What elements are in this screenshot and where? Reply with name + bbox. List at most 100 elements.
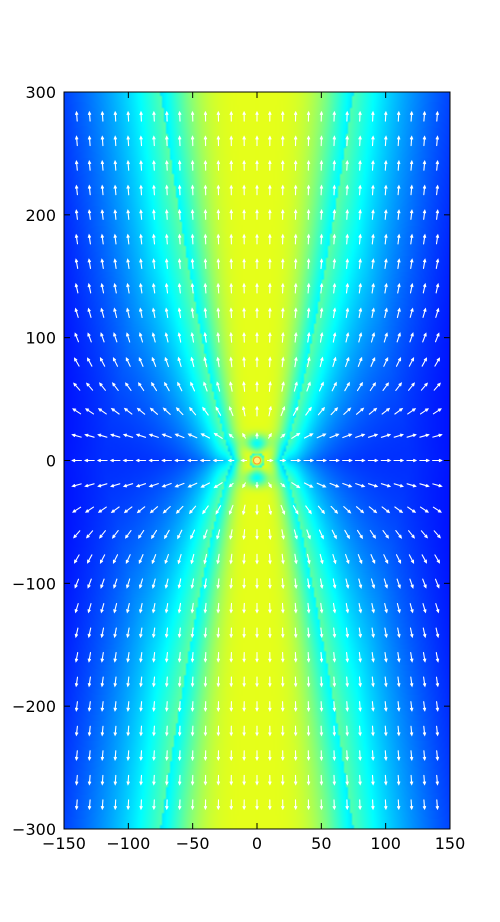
quiver-arrow bbox=[242, 159, 246, 171]
quiver-arrow bbox=[294, 651, 298, 663]
quiver-arrow bbox=[177, 602, 182, 614]
quiver-arrow bbox=[370, 332, 376, 343]
quiver-arrow bbox=[87, 603, 92, 614]
quiver-arrow bbox=[434, 332, 440, 343]
quiver-arrow bbox=[434, 578, 440, 589]
quiver-arrow bbox=[332, 701, 337, 712]
quiver-arrow bbox=[344, 529, 350, 540]
quiver-arrow bbox=[432, 458, 443, 463]
quiver-arrow bbox=[229, 553, 233, 565]
quiver-arrow bbox=[358, 701, 362, 713]
quiver-arrow bbox=[420, 382, 429, 391]
quiver-arrow bbox=[306, 627, 311, 639]
quiver-arrow bbox=[397, 233, 401, 245]
quiver-arrow bbox=[87, 774, 92, 786]
quiver-layer bbox=[71, 110, 443, 811]
quiver-arrow bbox=[100, 701, 105, 712]
quiver-arrow bbox=[139, 750, 143, 762]
quiver-arrow bbox=[126, 701, 130, 712]
quiver-arrow bbox=[126, 258, 130, 269]
quiver-arrow bbox=[71, 483, 82, 488]
quiver-arrow bbox=[281, 307, 285, 319]
quiver-arrow bbox=[177, 676, 182, 688]
quiver-arrow bbox=[332, 233, 337, 245]
quiver-arrow bbox=[113, 282, 117, 294]
quiver-arrow bbox=[203, 331, 207, 343]
quiver-arrow bbox=[165, 725, 169, 737]
quiver-arrow bbox=[268, 405, 272, 417]
quiver-arrow bbox=[73, 530, 81, 539]
quiver-arrow bbox=[74, 258, 79, 269]
quiver-arrow bbox=[409, 135, 414, 147]
quiver-arrow bbox=[255, 405, 259, 417]
quiver-arrow bbox=[139, 159, 143, 171]
quiver-arrow bbox=[420, 530, 429, 539]
quiver-arrow bbox=[396, 578, 401, 589]
quiver-arrow bbox=[303, 433, 314, 439]
quiver-arrow bbox=[242, 110, 246, 122]
quiver-arrow bbox=[383, 578, 388, 589]
quiver-arrow bbox=[345, 553, 350, 565]
quiver-arrow bbox=[164, 553, 169, 565]
quiver-arrow bbox=[406, 458, 418, 463]
quiver-arrow bbox=[345, 652, 349, 663]
quiver-arrow bbox=[384, 258, 388, 269]
quiver-arrow bbox=[355, 433, 366, 438]
quiver-arrow bbox=[330, 407, 339, 416]
quiver-arrow bbox=[358, 208, 362, 220]
quiver-arrow bbox=[293, 209, 298, 220]
quiver-arrow bbox=[190, 135, 195, 147]
quiver-arrow bbox=[358, 332, 363, 343]
quiver-arrow bbox=[255, 381, 259, 392]
quiver-arrow bbox=[268, 725, 272, 737]
quiver-arrow bbox=[190, 602, 195, 614]
quiver-arrow bbox=[190, 701, 195, 712]
quiver-arrow bbox=[110, 433, 121, 438]
quiver-arrow bbox=[126, 676, 130, 688]
quiver-arrow bbox=[280, 406, 286, 417]
quiver-arrow bbox=[255, 482, 259, 489]
quiver-arrow bbox=[368, 407, 378, 415]
quiver-arrow bbox=[294, 282, 298, 294]
quiver-arrow bbox=[152, 233, 156, 245]
quiver-arrow bbox=[203, 676, 208, 688]
quiver-arrow bbox=[358, 676, 362, 688]
quiver-arrow bbox=[345, 159, 349, 171]
quiver-arrow bbox=[87, 676, 92, 688]
quiver-arrow bbox=[255, 553, 259, 565]
quiver-arrow bbox=[279, 458, 287, 463]
quiver-arrow bbox=[177, 627, 182, 639]
quiver-arrow bbox=[281, 553, 285, 565]
quiver-arrow bbox=[190, 627, 195, 639]
quiver-arrow bbox=[435, 110, 439, 122]
quiver-arrow bbox=[190, 553, 195, 565]
quiver-arrow bbox=[177, 578, 182, 589]
quiver-arrow bbox=[229, 184, 233, 196]
quiver-arrow bbox=[124, 530, 132, 539]
quiver-arrow bbox=[332, 774, 336, 786]
quiver-arrow bbox=[139, 676, 143, 688]
quiver-arrow bbox=[126, 135, 130, 147]
quiver-arrow bbox=[216, 725, 221, 737]
quiver-arrow bbox=[290, 458, 302, 463]
quiver-arrow bbox=[384, 774, 388, 786]
quiver-arrow bbox=[268, 233, 272, 245]
quiver-arrow bbox=[97, 506, 107, 513]
quiver-arrow bbox=[358, 774, 362, 786]
quiver-arrow bbox=[165, 799, 169, 811]
quiver-arrow bbox=[126, 282, 130, 294]
quiver-arrow bbox=[410, 233, 414, 245]
quiver-arrow bbox=[190, 676, 195, 688]
quiver-arrow bbox=[370, 578, 376, 589]
quiver-arrow bbox=[74, 159, 79, 171]
quiver-arrow bbox=[293, 725, 298, 737]
quiver-arrow bbox=[177, 258, 182, 269]
quiver-arrow bbox=[294, 258, 298, 270]
quiver-arrow bbox=[268, 553, 272, 565]
quiver-arrow bbox=[138, 332, 144, 343]
quiver-arrow bbox=[435, 652, 440, 663]
quiver-arrow bbox=[87, 110, 92, 122]
quiver-arrow bbox=[175, 407, 184, 416]
quiver-arrow bbox=[100, 135, 105, 147]
quiver-arrow bbox=[294, 307, 298, 319]
